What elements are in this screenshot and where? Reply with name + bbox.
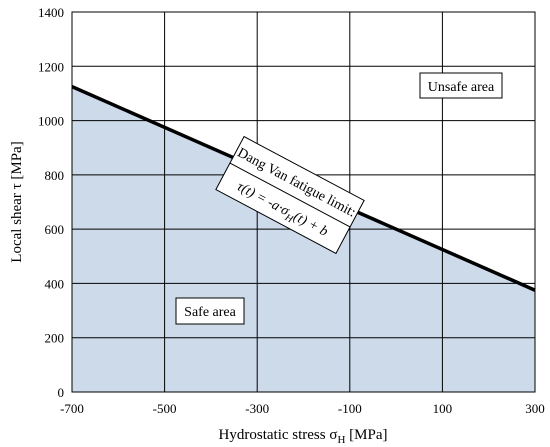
- x-axis-title: Hydrostatic stress σH [MPa]: [219, 427, 388, 446]
- x-tick-label: -300: [245, 401, 269, 416]
- x-tick-label: -500: [153, 401, 177, 416]
- y-tick-label: 0: [58, 385, 65, 400]
- y-tick-label: 800: [45, 168, 65, 183]
- svg-text:Unsafe area: Unsafe area: [428, 80, 495, 95]
- safe-area-fill: [72, 86, 535, 393]
- y-tick-labels: 0 200 400 600 800 1000 1200 1400: [38, 5, 64, 400]
- x-tick-label: -700: [60, 401, 84, 416]
- y-axis-title: Local shear τ [MPa]: [9, 141, 25, 262]
- x-tick-label: -100: [338, 401, 362, 416]
- y-tick-label: 1200: [38, 59, 64, 74]
- safe-area-label: Safe area: [175, 297, 245, 325]
- x-tick-labels: -700 -500 -300 -100 100 300: [60, 401, 545, 416]
- y-tick-label: 1400: [38, 5, 64, 20]
- x-tick-label: 100: [433, 401, 453, 416]
- y-tick-label: 400: [45, 276, 65, 291]
- unsafe-area-label: Unsafe area: [419, 72, 503, 99]
- plot-frame: [71, 11, 536, 393]
- y-tick-label: 600: [45, 222, 65, 237]
- y-tick-label: 1000: [38, 114, 64, 129]
- svg-text:Safe area: Safe area: [184, 305, 236, 320]
- x-tick-label: 300: [525, 401, 545, 416]
- y-tick-label: 200: [45, 331, 65, 346]
